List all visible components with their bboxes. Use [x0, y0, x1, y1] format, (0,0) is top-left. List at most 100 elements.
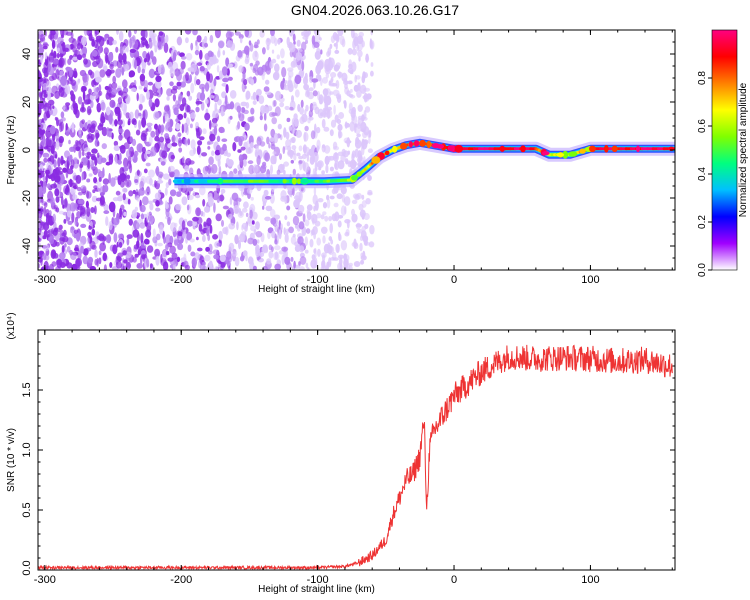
noise-blob — [54, 154, 58, 159]
noise-blob — [246, 77, 251, 82]
noise-blob — [167, 216, 171, 226]
noise-blob — [61, 245, 65, 253]
noise-blob — [121, 102, 127, 112]
noise-blob — [48, 263, 54, 270]
noise-blob — [274, 69, 280, 78]
noise-blob — [73, 68, 77, 79]
noise-blob — [363, 72, 368, 79]
noise-blob — [224, 256, 230, 265]
noise-blob — [320, 77, 323, 87]
noise-blob — [228, 242, 235, 251]
noise-blob — [47, 61, 52, 69]
noise-blob — [58, 53, 64, 58]
noise-blob — [100, 115, 106, 124]
noise-blob — [40, 221, 46, 226]
noise-blob — [280, 163, 283, 170]
noise-blob — [49, 52, 54, 56]
noise-blob — [212, 249, 219, 255]
noise-blob — [285, 228, 289, 235]
y-multiplier-label: (x10⁴) — [6, 312, 17, 339]
noise-blob — [161, 36, 166, 47]
noise-blob — [274, 63, 280, 73]
noise-blob — [105, 216, 109, 227]
noise-blob — [241, 207, 248, 213]
noise-blob — [221, 219, 224, 227]
noise-blob — [55, 241, 60, 247]
noise-blob — [87, 231, 92, 237]
noise-blob — [144, 58, 147, 63]
noise-blob — [348, 63, 353, 70]
noise-blob — [183, 253, 187, 262]
noise-blob — [297, 204, 305, 214]
noise-blob — [96, 102, 102, 113]
noise-blob — [206, 62, 211, 70]
noise-blob — [199, 66, 205, 72]
noise-blob — [289, 106, 294, 111]
noise-blob — [247, 160, 254, 165]
noise-blob — [118, 128, 124, 134]
noise-blob — [171, 134, 176, 144]
noise-blob — [176, 256, 181, 262]
noise-blob — [172, 94, 176, 102]
noise-blob — [126, 46, 129, 53]
noise-blob — [330, 119, 337, 128]
noise-blob — [358, 56, 361, 62]
noise-blob — [240, 101, 248, 107]
noise-blob — [65, 102, 71, 106]
noise-blob — [233, 168, 238, 175]
noise-blob — [148, 169, 155, 178]
noise-blob — [111, 88, 118, 95]
noise-blob — [86, 190, 89, 199]
noise-blob — [187, 244, 192, 252]
noise-blob — [334, 65, 341, 70]
noise-blob — [103, 210, 110, 215]
noise-blob — [370, 70, 374, 77]
noise-blob — [103, 47, 109, 55]
noise-blob — [62, 41, 66, 52]
noise-blob — [94, 129, 100, 140]
noise-blob — [209, 34, 214, 44]
noise-blob — [343, 100, 347, 105]
noise-blob — [50, 145, 55, 155]
noise-blob — [54, 188, 60, 197]
noise-blob — [43, 111, 48, 121]
noise-blob — [180, 81, 186, 88]
noise-blob — [358, 31, 365, 38]
noise-blob — [195, 194, 201, 199]
noise-blob — [145, 175, 152, 184]
noise-blob — [322, 211, 327, 216]
noise-blob — [54, 116, 58, 121]
noise-blob — [353, 36, 359, 47]
noise-blob — [64, 160, 70, 169]
noise-blob — [180, 60, 186, 70]
noise-blob — [256, 39, 260, 45]
noise-blob — [138, 85, 143, 90]
x-tick-label: -200 — [170, 574, 192, 586]
noise-blob — [208, 95, 215, 99]
noise-blob — [80, 223, 87, 228]
noise-blob — [183, 112, 187, 119]
noise-blob — [210, 163, 218, 174]
noise-blob — [264, 216, 271, 222]
noise-blob — [249, 62, 254, 67]
colorbar-gradient — [711, 29, 738, 271]
noise-blob — [177, 231, 183, 237]
noise-blob — [196, 35, 202, 43]
noise-blob — [177, 132, 182, 137]
noise-blob — [105, 54, 109, 64]
noise-blob — [332, 89, 340, 97]
noise-blob — [99, 200, 106, 207]
noise-blob — [343, 196, 351, 206]
noise-blob — [148, 136, 153, 145]
noise-blob — [95, 38, 102, 43]
noise-blob — [356, 228, 363, 234]
noise-blob — [71, 122, 75, 133]
noise-blob — [38, 123, 44, 130]
noise-blob — [340, 186, 347, 195]
noise-blob — [40, 206, 44, 215]
noise-blob — [164, 113, 170, 122]
noise-blob — [327, 106, 333, 111]
noise-blob — [238, 34, 244, 40]
noise-blob — [305, 228, 311, 234]
noise-blob — [143, 80, 149, 90]
